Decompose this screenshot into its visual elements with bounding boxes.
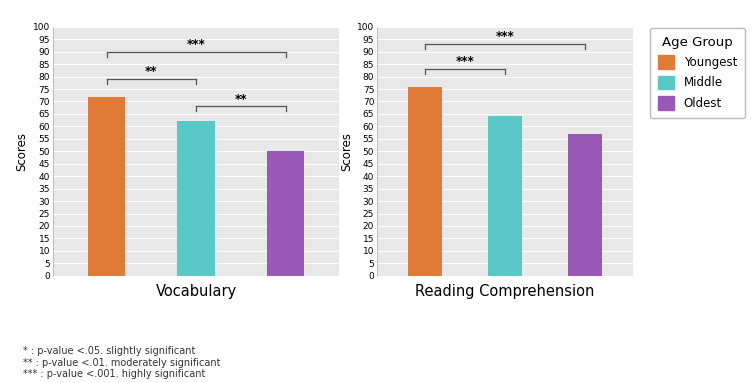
Text: * : p-value <.05. slightly significant
** : p-value <.01. moderately significant: * : p-value <.05. slightly significant *… <box>23 346 220 379</box>
Bar <box>87 97 125 276</box>
Bar <box>489 116 522 276</box>
Bar <box>267 151 305 276</box>
Bar <box>569 134 602 276</box>
Text: ***: *** <box>187 38 205 51</box>
Text: ***: *** <box>496 31 514 44</box>
X-axis label: Reading Comprehension: Reading Comprehension <box>415 284 595 299</box>
Text: ***: *** <box>455 56 474 69</box>
Text: **: ** <box>234 93 247 106</box>
Bar <box>177 121 215 276</box>
Y-axis label: Scores: Scores <box>16 132 29 171</box>
Text: **: ** <box>145 65 158 79</box>
X-axis label: Vocabulary: Vocabulary <box>155 284 237 299</box>
Y-axis label: Scores: Scores <box>340 132 353 171</box>
Legend: Youngest, Middle, Oldest: Youngest, Middle, Oldest <box>649 28 746 118</box>
Bar <box>408 87 442 276</box>
